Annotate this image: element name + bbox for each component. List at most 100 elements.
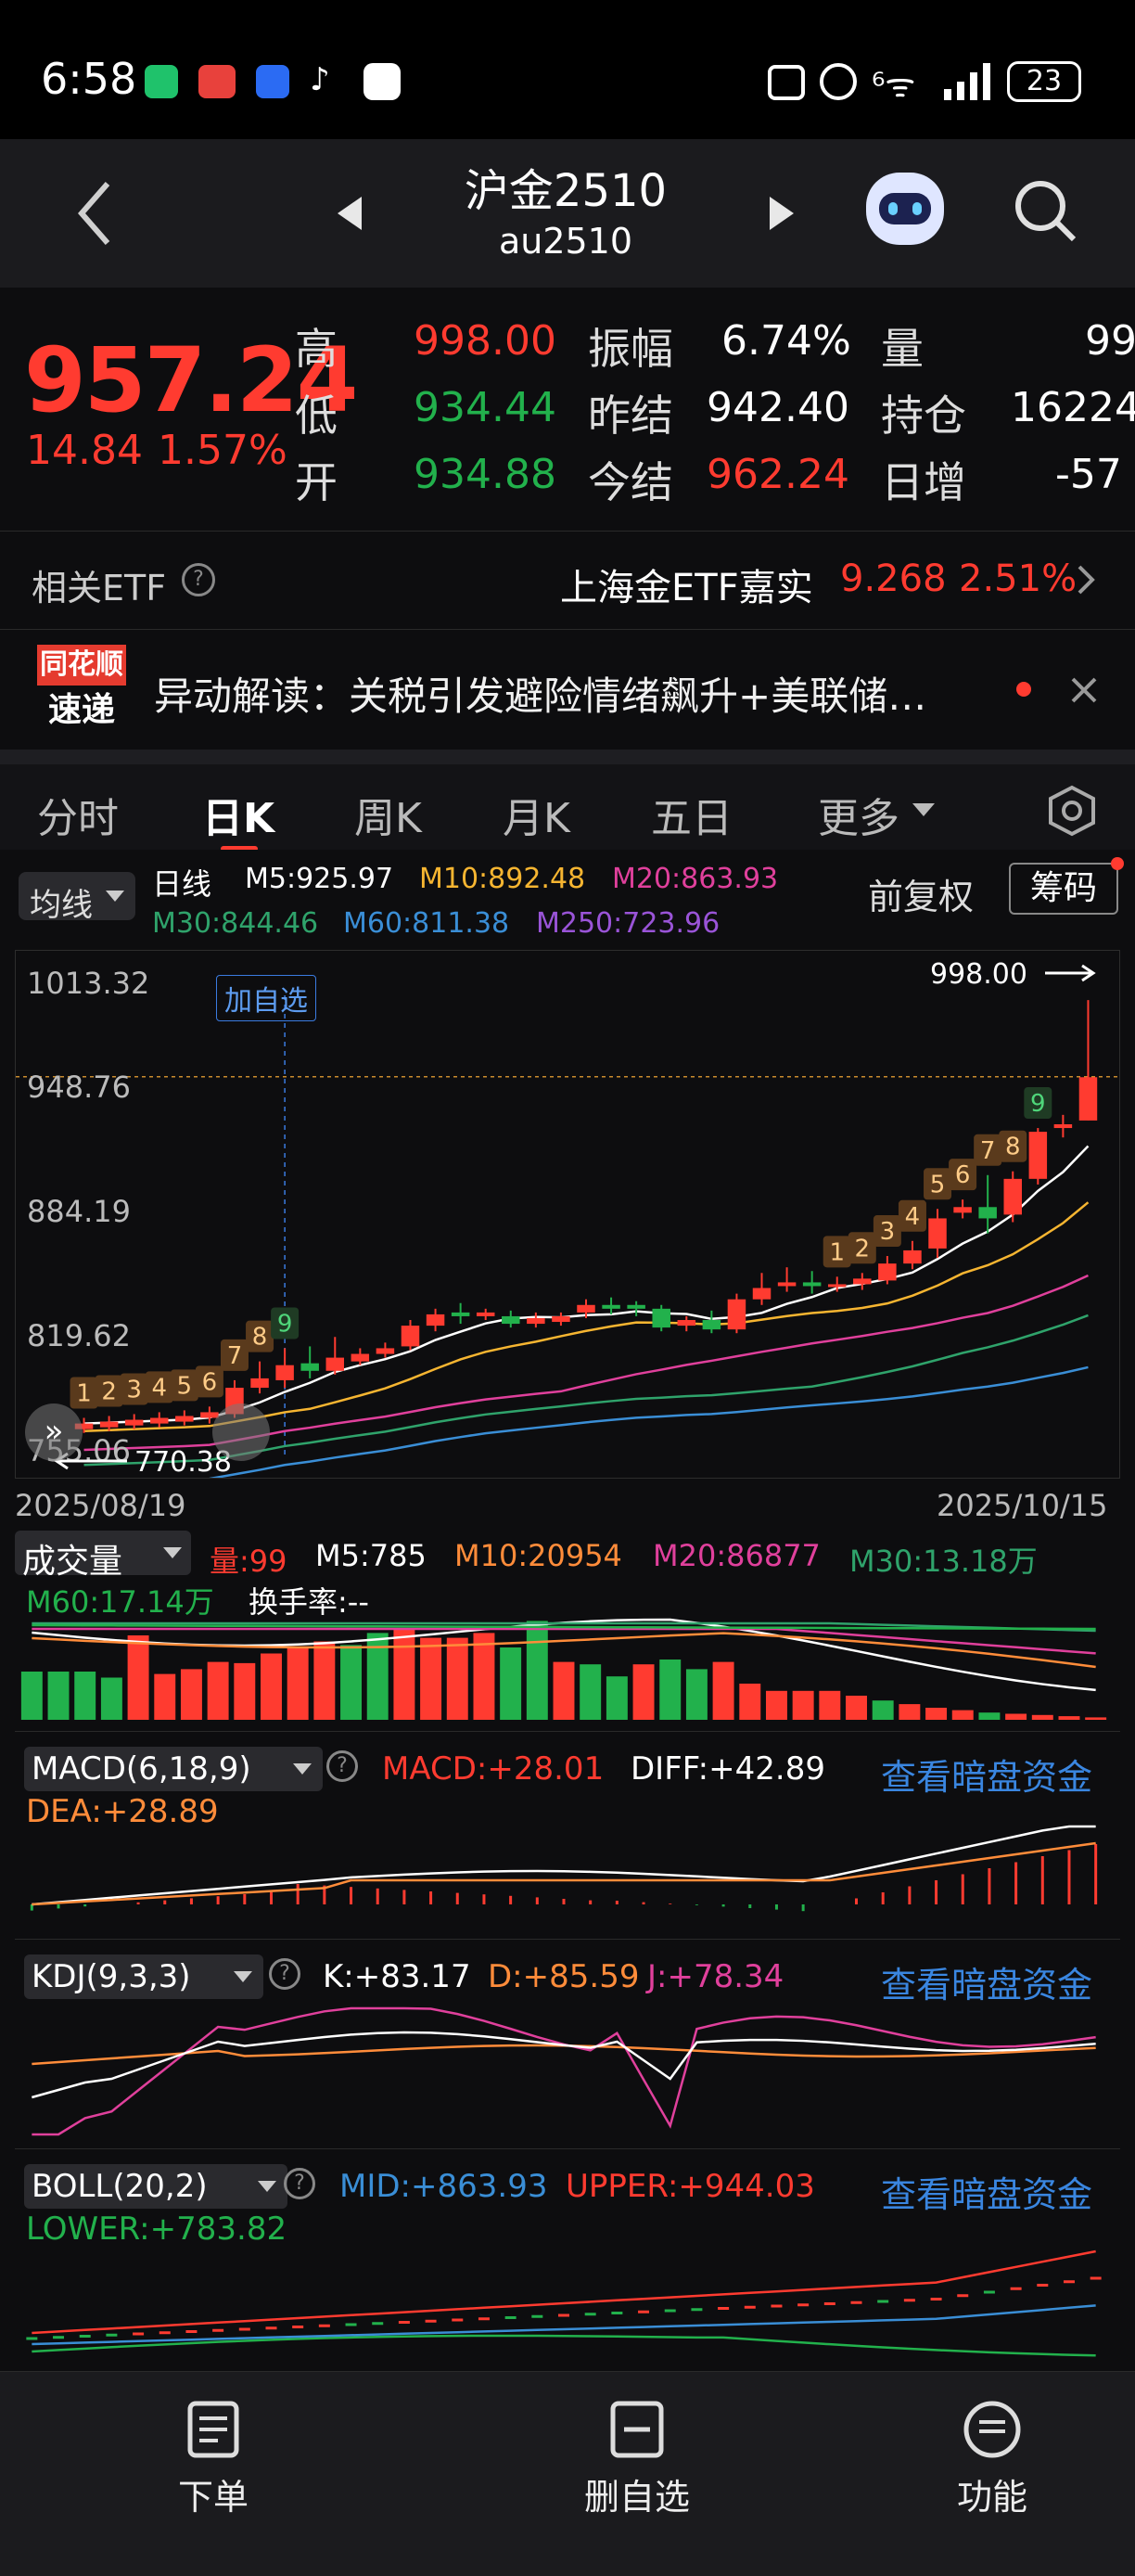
macd-value: MACD:+28.01 [382,1750,605,1788]
nine-turn-badge [1024,1087,1052,1120]
nine-turn-label: 5 [924,1168,952,1200]
kdj-selector[interactable]: KDJ(9,3,3) [24,1954,263,1999]
wifi6-icon: ⁶ᯤ [872,67,916,105]
boll-link[interactable]: 查看暗盘资金 [881,2174,1093,2215]
candle-body [903,1250,922,1264]
battery-level: 23 [1026,65,1063,97]
last-price: 957.24 [24,328,358,432]
arrow-right-icon [1045,964,1096,982]
help-icon[interactable]: ? [326,1750,358,1782]
volume-bar [313,1641,336,1720]
candle-body [74,1423,94,1429]
nine-turn-text: 5 [930,1171,946,1198]
nav-remove-watchlist[interactable]: 删自选 [568,2400,707,2530]
candle-body [502,1315,520,1325]
nav-functions-label: 功能 [956,2477,1027,2518]
macd-panel[interactable]: MACD(6,18,9) ? MACD:+28.01 DIFF:+42.89 查… [15,1731,1120,1932]
nine-turn-badge [195,1365,223,1398]
tab-more[interactable]: 更多 [818,795,899,842]
macd-link[interactable]: 查看暗盘资金 [881,1757,1093,1798]
badge-top: 同花顺 [37,645,126,686]
volume-selector[interactable]: 成交量 [15,1531,191,1581]
volume-chart [20,1618,1107,1720]
kdj-link[interactable]: 查看暗盘资金 [881,1965,1093,2006]
help-icon[interactable]: ? [269,1958,300,1990]
boll-chart [26,2249,1102,2357]
volume-bar [261,1653,282,1720]
candle-body [878,1263,897,1281]
stat-volume-label: 量 [881,324,924,374]
tab-monthly-k[interactable]: 月K [503,795,570,842]
nav-order[interactable]: 下单 [148,2400,278,2530]
nine-turn-label: 6 [949,1159,977,1191]
candle-body [325,1357,345,1371]
ma-selector[interactable]: 均线 [19,872,135,924]
back-icon[interactable] [76,180,113,247]
header: 沪金2510 au2510 [0,139,1135,288]
volume-panel[interactable]: 成交量 量:99 M5:785 M10:20954 M20:86877 M30:… [15,1531,1120,1722]
volume-bar [47,1672,70,1720]
nine-turn-badge [220,1339,249,1371]
settings-hex-icon[interactable] [1046,785,1098,837]
news-row[interactable]: 同花顺 速递 异动解读：关税引发避险情绪飙升+美联储… [0,629,1135,750]
nine-turn-label: 9 [271,1307,300,1339]
tab-weekly-k[interactable]: 周K [354,795,422,842]
volume-bar [100,1677,122,1720]
boll-upper-line [32,2249,1096,2335]
candle-body [978,1207,997,1219]
nine-turn-text: 6 [202,1368,218,1396]
macd-selector[interactable]: MACD(6,18,9) [24,1747,323,1791]
battery-icon: 23 [1007,61,1081,102]
nine-turn-text: 1 [76,1380,92,1408]
prev-contract-icon[interactable] [336,195,363,232]
macd-dea: DEA:+28.89 [26,1793,219,1830]
kdj-panel[interactable]: KDJ(9,3,3) ? K:+83.17 D:+85.59 J:+78.34 … [15,1939,1120,2140]
nav-functions[interactable]: 功能 [927,2400,1057,2530]
boll-selector[interactable]: BOLL(20,2) [24,2164,287,2209]
collapse-left-icon[interactable]: » [25,1403,83,1461]
help-icon[interactable]: ? [182,563,215,596]
macd-selector-label: MACD(6,18,9) [32,1750,251,1788]
stat-low-value: 934.44 [414,384,556,431]
chevron-down-icon [258,2181,276,2192]
robot-assistant-icon[interactable] [866,173,944,245]
tab-five-day[interactable]: 五日 [651,795,733,842]
nine-turn-text: 8 [252,1324,268,1352]
nine-turn-text: 9 [1030,1090,1046,1118]
add-watchlist-tag[interactable]: 加自选 [216,975,316,1021]
volume-bar [127,1635,149,1720]
y-label-1: 1013.32 [27,966,150,1001]
volume-bar [287,1647,309,1720]
candle-body [527,1317,545,1325]
boll-upper: UPPER:+944.03 [566,2168,815,2205]
candle-body [275,1365,294,1380]
nine-turn-label: 8 [999,1130,1027,1162]
y-label-4: 819.62 [27,1318,131,1353]
fullscreen-icon[interactable] [212,1403,270,1461]
tab-daily-k[interactable]: 日K [202,795,275,842]
tab-active-indicator [221,846,258,852]
help-icon[interactable]: ? [284,2168,315,2199]
chouma-button[interactable]: 筹码 [1009,863,1118,915]
related-etf-row[interactable]: 相关ETF ? 上海金ETF嘉实 9.268 2.51% [0,531,1135,630]
nine-turn-text: 8 [1005,1134,1021,1161]
candle-body [928,1218,947,1249]
nine-turn-badge [271,1307,300,1339]
boll-panel[interactable]: BOLL(20,2) ? MID:+863.93 UPPER:+944.03 查… [15,2148,1120,2365]
volume-bar [846,1696,867,1720]
volume-bar [207,1661,229,1720]
max-price-label: 998.00 [930,958,1027,991]
tab-fenshi[interactable]: 分时 [37,795,119,842]
volume-bar [739,1684,761,1720]
search-icon[interactable] [1013,178,1079,245]
fq-toggle[interactable]: 前复权 [868,877,975,917]
next-contract-icon[interactable] [768,195,796,232]
volume-bar [340,1645,363,1720]
etf-name: 上海金ETF嘉实 [560,567,813,609]
close-icon[interactable] [1070,676,1098,704]
candle-body [627,1304,645,1309]
volume-bar [1005,1713,1027,1720]
stat-prev-settle-label: 昨结 [588,391,673,441]
volume-bar [366,1633,389,1720]
